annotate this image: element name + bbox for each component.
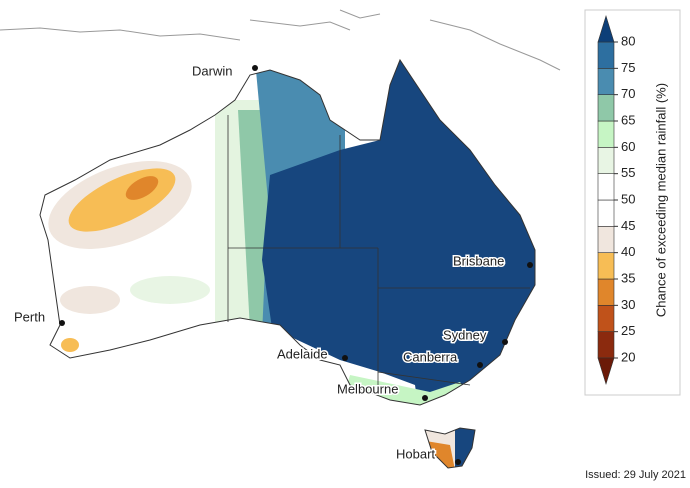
- colorbar-band: [597, 226, 615, 253]
- colorbar-over: [597, 14, 615, 43]
- tasmania-coast: [424, 427, 476, 469]
- city-label: Canberra: [403, 349, 458, 364]
- colorbar-band: [597, 278, 615, 306]
- colorbar-band: [597, 120, 615, 148]
- city-label: Brisbane: [453, 253, 504, 268]
- city-marker: [455, 459, 461, 465]
- colorbar-band: [597, 68, 615, 95]
- colorbar-tick-label: 55: [621, 165, 635, 180]
- colorbar-tick-label: 45: [621, 218, 635, 233]
- coastline: [39, 58, 536, 406]
- city-label: Adelaide: [277, 346, 328, 361]
- colorbar-band: [597, 41, 615, 69]
- colorbar-tick-label: 20: [621, 349, 635, 364]
- city-marker: [422, 395, 428, 401]
- colorbar-tick-label: 65: [621, 112, 635, 127]
- background-coastlines: [0, 9, 681, 201]
- city-label: Sydney: [443, 327, 487, 342]
- city-label: Melbourne: [337, 381, 398, 396]
- colorbar-tick-label: 40: [621, 244, 635, 259]
- city-marker: [59, 320, 65, 326]
- colorbar-tick-label: 30: [621, 297, 635, 312]
- city-marker: [477, 362, 483, 368]
- colorbar-tick-label: 25: [621, 323, 635, 338]
- city-label: Hobart: [396, 446, 435, 461]
- colorbar-band: [597, 147, 615, 174]
- colorbar-tick-label: 35: [621, 270, 635, 285]
- legend: 20 25 30 35 40 45 50 55 60 65 70 75 80: [597, 14, 635, 386]
- state-borders: [227, 115, 530, 395]
- colorbar-tick-label: 60: [621, 139, 635, 154]
- issued-date: Issued: 29 July 2021: [585, 469, 686, 481]
- colorbar-band: [597, 173, 615, 201]
- colorbar-tick-label: 50: [621, 191, 635, 206]
- city-marker: [342, 355, 348, 361]
- cities: Darwin Brisbane Perth Sydney Adelaide Canberr…: [13, 62, 533, 465]
- colorbar-band: [597, 305, 615, 332]
- colorbar-band: [597, 94, 615, 122]
- colorbar-under: [597, 357, 615, 386]
- city-label: Darwin: [192, 63, 232, 78]
- colorbar-tick-label: 70: [621, 86, 635, 101]
- colorbar-band: [597, 199, 615, 227]
- city-label: Perth: [14, 309, 45, 324]
- city-marker: [252, 65, 258, 71]
- city-marker: [502, 339, 508, 345]
- colorbar-tick-label: 75: [621, 60, 635, 75]
- tasmania: [425, 428, 475, 468]
- city-marker: [527, 262, 533, 268]
- colorbar-band: [597, 331, 615, 359]
- colorbar-band: [597, 252, 615, 280]
- colorbar-tick-label: 80: [621, 33, 635, 48]
- legend-title: Chance of exceeding median rainfall (%): [653, 83, 668, 317]
